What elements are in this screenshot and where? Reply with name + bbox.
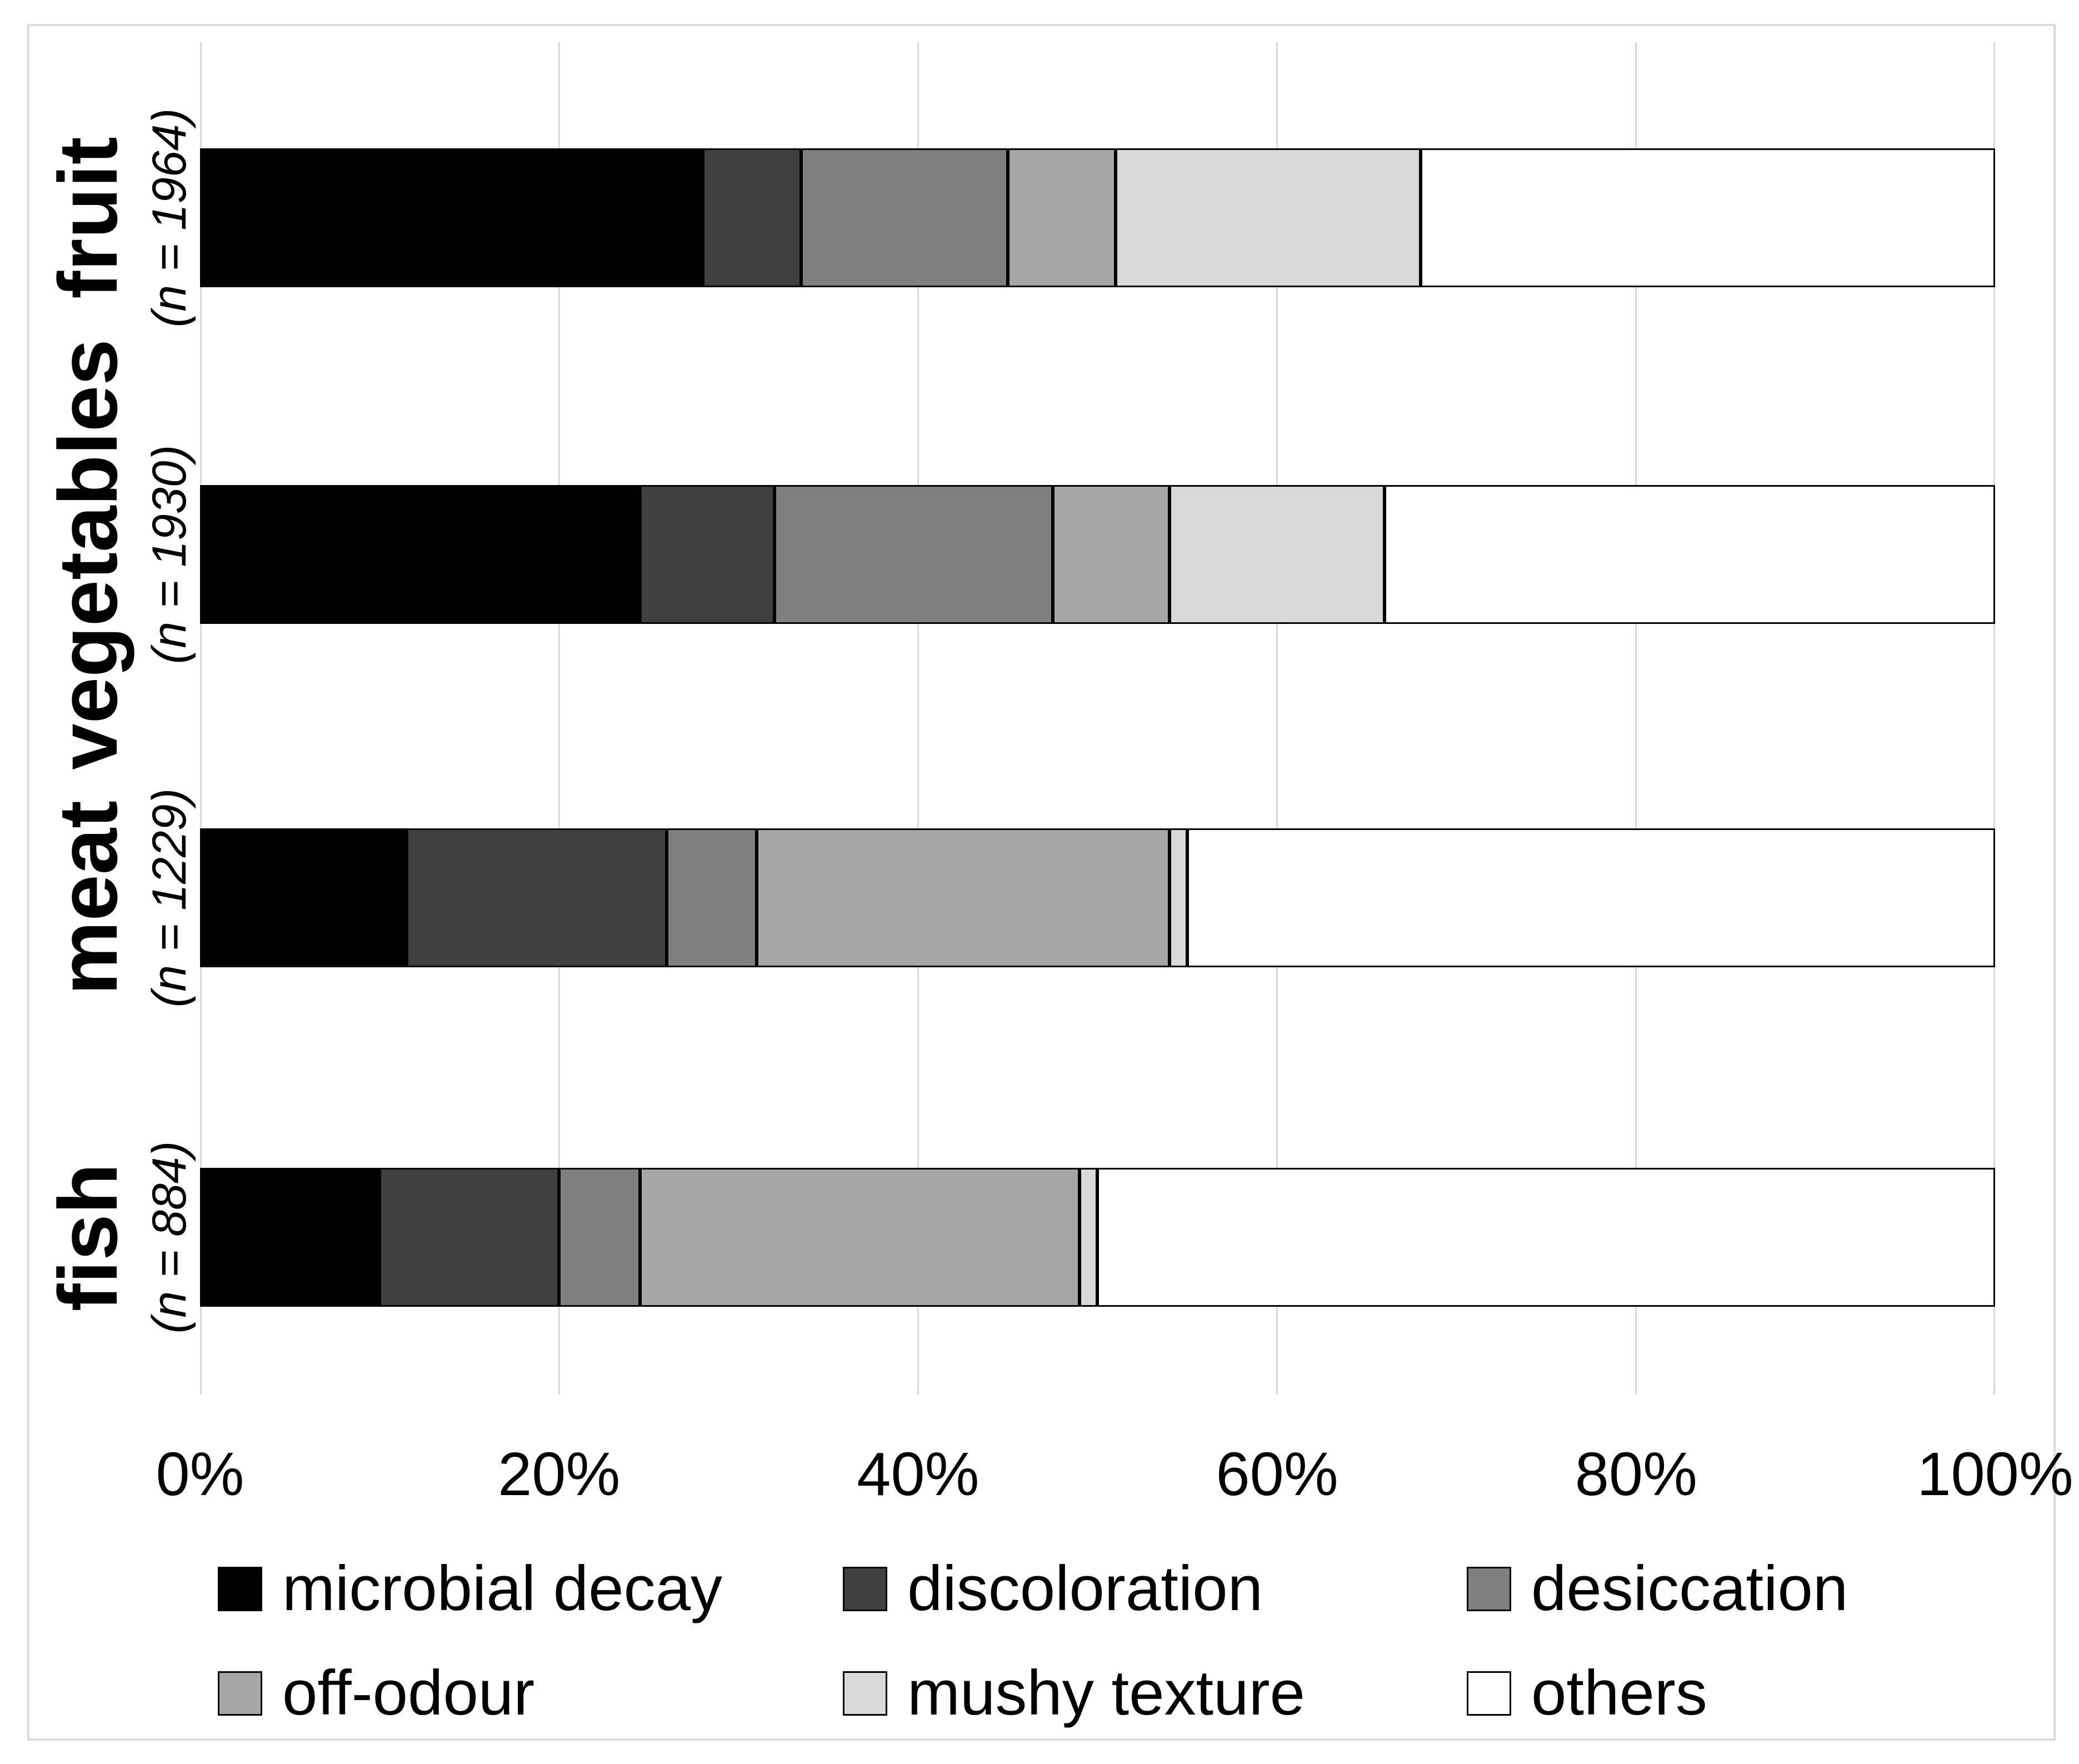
bar-row-meat <box>200 828 1995 967</box>
category-n-label-fruit: (n = 1964) <box>143 108 196 328</box>
bar-segment-meat-microbial-decay <box>200 828 407 967</box>
bar-segment-fruit-off-odour <box>1007 148 1116 287</box>
gridline-60 <box>1276 42 1278 1395</box>
bar-segment-fruit-discoloration <box>702 148 802 287</box>
category-label-fish: fish <box>41 1163 134 1312</box>
bar-segment-fish-others <box>1097 1168 1995 1307</box>
category-label-fruit: fruit <box>41 137 134 299</box>
x-axis-label-100: 100% <box>1917 1440 2073 1508</box>
legend-label-desiccation: desiccation <box>1531 1553 1848 1624</box>
bar-segment-fish-off-odour <box>639 1168 1080 1307</box>
legend-swatch-microbial-decay <box>218 1567 262 1611</box>
bar-segment-meat-discoloration <box>406 828 667 967</box>
category-n-label-fish: (n = 884) <box>143 1141 196 1334</box>
bar-row-fruit <box>200 148 1995 287</box>
legend-swatch-discoloration <box>843 1567 887 1611</box>
bar-segment-meat-mushy-texture <box>1169 828 1188 967</box>
bar-segment-fruit-microbial-decay <box>200 148 703 287</box>
legend-swatch-mushy-texture <box>843 1671 887 1716</box>
legend-item-off-odour: off-odour <box>218 1662 534 1725</box>
legend-item-others: others <box>1467 1662 1707 1725</box>
gridline-100 <box>1993 42 1995 1395</box>
chart-frame <box>27 24 2056 1741</box>
bar-row-fish <box>200 1168 1995 1307</box>
bar-segment-fish-discoloration <box>379 1168 559 1307</box>
legend-item-microbial-decay: microbial decay <box>218 1557 722 1621</box>
legend-item-desiccation: desiccation <box>1467 1557 1848 1621</box>
x-axis-label-80: 80% <box>1575 1440 1697 1508</box>
bar-segment-fruit-others <box>1421 148 1995 287</box>
legend-label-mushy-texture: mushy texture <box>907 1658 1305 1728</box>
legend-item-mushy-texture: mushy texture <box>843 1662 1305 1725</box>
x-axis-label-40: 40% <box>857 1440 979 1508</box>
bar-segment-fish-desiccation <box>559 1168 640 1307</box>
category-n-label-vegetables: (n = 1930) <box>143 444 196 664</box>
bar-segment-meat-others <box>1187 828 1995 967</box>
legend-swatch-off-odour <box>218 1671 262 1716</box>
bar-segment-vegetables-discoloration <box>639 485 774 624</box>
legend-label-off-odour: off-odour <box>282 1658 535 1728</box>
bar-segment-fish-mushy-texture <box>1080 1168 1098 1307</box>
x-axis-label-0: 0% <box>156 1440 244 1508</box>
category-label-vegetables: vegetables <box>41 339 134 770</box>
bar-segment-meat-desiccation <box>667 828 757 967</box>
bar-segment-vegetables-microbial-decay <box>200 485 640 624</box>
bar-segment-meat-off-odour <box>756 828 1170 967</box>
bar-segment-vegetables-desiccation <box>774 485 1053 624</box>
bar-row-vegetables <box>200 485 1995 624</box>
legend-label-discoloration: discoloration <box>907 1553 1263 1624</box>
legend-label-microbial-decay: microbial decay <box>282 1553 722 1624</box>
legend-label-others: others <box>1531 1658 1707 1728</box>
gridline-0 <box>200 42 202 1395</box>
bar-segment-fruit-desiccation <box>801 148 1008 287</box>
legend-swatch-others <box>1467 1671 1511 1716</box>
bar-segment-vegetables-mushy-texture <box>1169 485 1385 624</box>
category-label-meat: meat <box>41 800 134 996</box>
gridline-80 <box>1635 42 1637 1395</box>
bar-segment-vegetables-others <box>1385 485 1995 624</box>
bar-segment-fruit-mushy-texture <box>1115 148 1421 287</box>
category-n-label-meat: (n = 1229) <box>143 788 196 1008</box>
x-axis-label-60: 60% <box>1216 1440 1338 1508</box>
plot-area <box>200 42 1995 1395</box>
bar-segment-fish-microbial-decay <box>200 1168 380 1307</box>
gridline-40 <box>917 42 919 1395</box>
gridline-20 <box>558 42 560 1395</box>
x-axis-label-20: 20% <box>498 1440 621 1508</box>
legend-item-discoloration: discoloration <box>843 1557 1263 1621</box>
bar-segment-vegetables-off-odour <box>1052 485 1170 624</box>
legend-swatch-desiccation <box>1467 1567 1511 1611</box>
